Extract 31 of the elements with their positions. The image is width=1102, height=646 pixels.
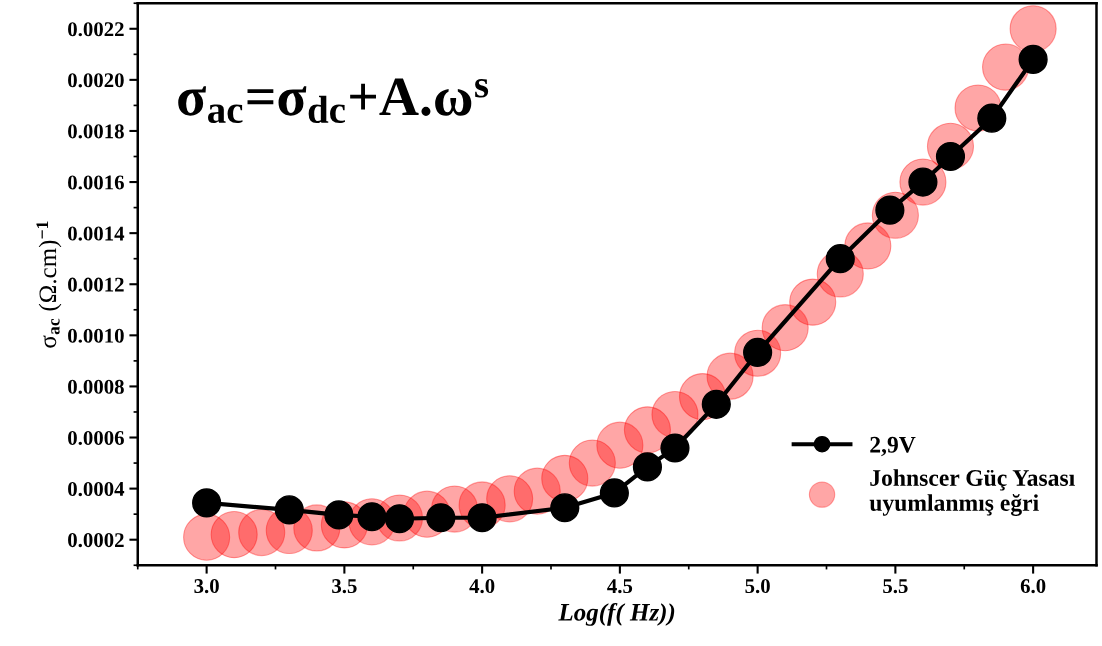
annotation: σ$_{ac}$=σ$_{dc}$+A.ω$^{s}$ <box>178 78 489 124</box>
y-tick-label: 0.0012 <box>68 277 124 292</box>
x-tick-label: 5.5 <box>883 579 908 594</box>
x-tick-label: 6.0 <box>1020 579 1046 594</box>
y-tick-label: 0.0018 <box>68 124 124 139</box>
y-tick-label: 0.0010 <box>68 328 124 343</box>
point <box>660 433 690 463</box>
point <box>550 493 580 523</box>
x-axis-title: Log(f( Hz)) <box>558 602 675 626</box>
point <box>1018 44 1048 75</box>
point <box>632 452 663 482</box>
y-tick-label: 0.0014 <box>68 226 125 241</box>
legend-label: Johnscer Güç Yasası uyumlanmış eğri <box>869 469 1075 516</box>
y-tick-label: 0.0016 <box>68 175 124 190</box>
x-tick-label: 5.0 <box>745 579 770 594</box>
legend-label: 2,9V <box>870 436 916 457</box>
x-tick-label: 4.0 <box>469 579 495 594</box>
y-axis-title: σ$_{ac}$ (Ω.cm)$^{−1}$ <box>36 221 62 348</box>
y-tick-label: 0.0022 <box>68 22 124 37</box>
y-tick-label: 0.0006 <box>68 430 124 446</box>
y-tick-label: 0.0008 <box>68 379 124 394</box>
x-tick-label: 3.5 <box>332 579 357 594</box>
point <box>825 244 855 274</box>
point <box>274 495 304 525</box>
y-tick-label: 0.0002 <box>68 533 124 548</box>
x-tick-label: 3.0 <box>194 579 219 594</box>
y-tick-label: 0.0020 <box>68 73 124 88</box>
x-tick-label: 4.5 <box>607 579 633 594</box>
y-tick-label: 0.0004 <box>68 481 125 497</box>
point <box>192 488 222 518</box>
point <box>599 478 629 508</box>
